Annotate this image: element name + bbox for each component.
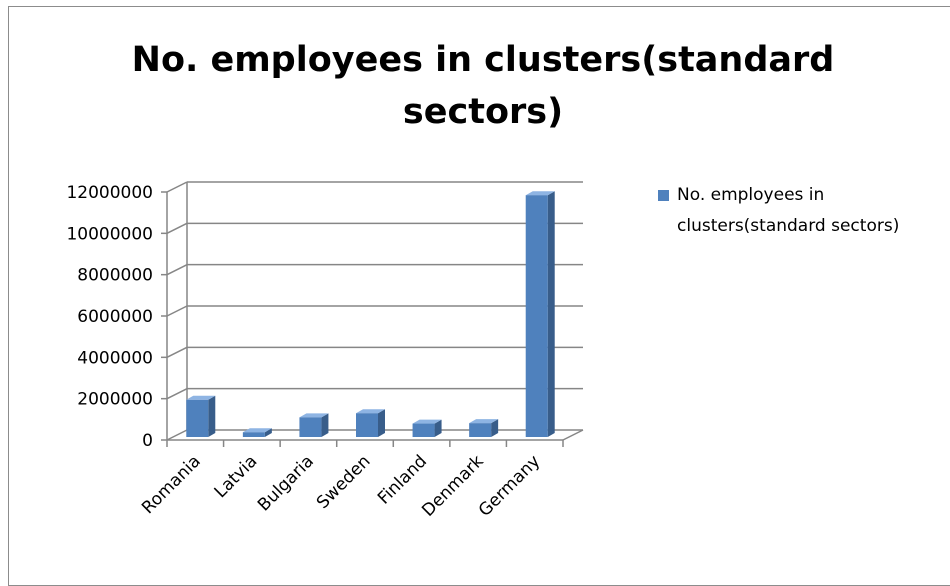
chart-title: No. employees in clusters(standard secto… bbox=[131, 40, 835, 132]
ticks-layer: 0 2000000 4000000 6000000 8000000 10000000 120… bbox=[66, 183, 564, 521]
bar-bulgaria bbox=[299, 413, 329, 437]
floor-left-edge bbox=[166, 429, 188, 441]
x-tick-label: Finland bbox=[374, 451, 431, 508]
bar-top bbox=[356, 409, 385, 414]
bar-top bbox=[186, 395, 216, 400]
bar-front bbox=[525, 195, 548, 437]
bar-side bbox=[264, 428, 272, 437]
bar-side bbox=[434, 419, 442, 437]
x-tick-label: Latvia bbox=[211, 451, 262, 502]
bar-front bbox=[299, 417, 322, 437]
grid-layer bbox=[166, 181, 584, 441]
y-tick-label: 6000000 bbox=[77, 307, 153, 327]
bar-side bbox=[321, 413, 329, 437]
bar-top bbox=[299, 413, 329, 418]
y-tick-label: 0 bbox=[142, 431, 153, 451]
bar-romania bbox=[186, 395, 216, 437]
y-tick-label: 4000000 bbox=[77, 348, 153, 368]
legend-label-line-2: clusters(standard sectors) bbox=[677, 216, 899, 236]
y-tick-label: 12000000 bbox=[66, 183, 153, 203]
bar-latvia bbox=[242, 428, 272, 437]
bar-side bbox=[208, 395, 216, 437]
x-tick-label: Sweden bbox=[313, 451, 375, 513]
y-tick-label: 8000000 bbox=[77, 266, 153, 286]
bars-layer bbox=[186, 191, 555, 437]
bar-top bbox=[525, 191, 555, 196]
gridline-slant bbox=[166, 222, 188, 235]
gridline-slant bbox=[166, 263, 188, 276]
x-tick-label: Romania bbox=[138, 451, 205, 518]
legend-label-line-1: No. employees in bbox=[677, 185, 824, 205]
bar-sweden bbox=[356, 409, 385, 437]
bar-top bbox=[242, 428, 272, 433]
bar-side bbox=[491, 419, 499, 437]
bar-top bbox=[469, 419, 499, 424]
gridline-slant bbox=[166, 387, 188, 400]
gridline-slant bbox=[166, 346, 188, 359]
gridline-slant bbox=[166, 305, 188, 317]
bar-front bbox=[242, 432, 265, 437]
bar-side bbox=[547, 191, 555, 437]
gridline-slant bbox=[166, 181, 188, 193]
bar-chart: 0 2000000 4000000 6000000 8000000 10000000 120… bbox=[66, 181, 899, 521]
bar-front bbox=[469, 423, 492, 437]
floor-right-edge bbox=[562, 429, 584, 441]
y-tick-label: 2000000 bbox=[77, 390, 153, 410]
bar-top bbox=[412, 419, 442, 424]
x-tick-label: Germany bbox=[475, 451, 544, 520]
legend: No. employees in clusters(standard secto… bbox=[658, 185, 899, 236]
legend-swatch bbox=[658, 190, 669, 201]
x-tick-label: Bulgaria bbox=[254, 451, 318, 515]
y-tick-label: 10000000 bbox=[66, 224, 153, 244]
bar-finland bbox=[412, 419, 442, 437]
bar-germany bbox=[525, 191, 555, 437]
bar-side bbox=[378, 409, 385, 437]
bar-denmark bbox=[469, 419, 499, 437]
bar-front bbox=[412, 423, 435, 437]
bar-front bbox=[186, 399, 209, 437]
bar-front bbox=[356, 413, 378, 437]
